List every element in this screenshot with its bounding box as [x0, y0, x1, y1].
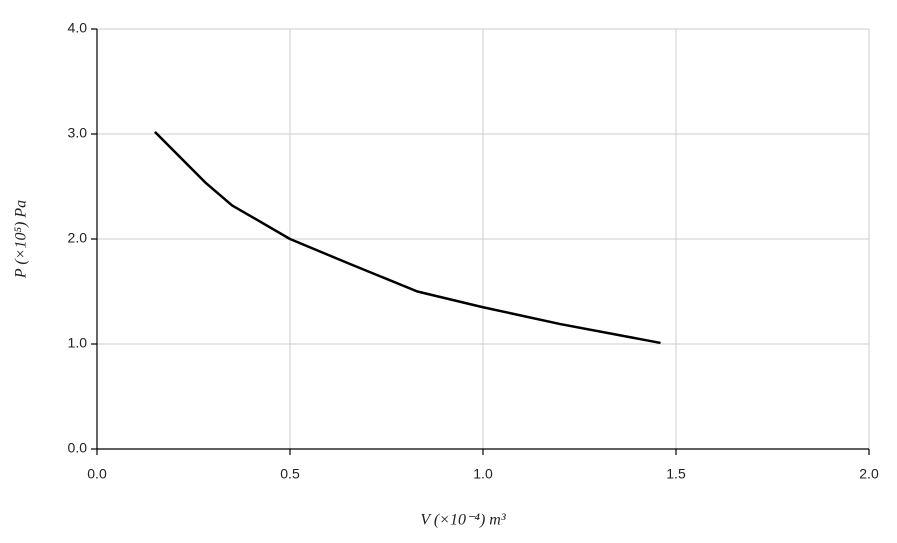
x-axis-label: V (×10⁻⁴) m³	[420, 512, 506, 529]
y-tick-label: 2.0	[68, 230, 88, 246]
y-axis-label: P (×10⁵) Pa	[13, 200, 30, 279]
x-tick-label: 1.5	[666, 466, 686, 482]
x-tick-label: 1.0	[473, 466, 493, 482]
y-tick-label: 3.0	[68, 125, 88, 141]
x-tick-label: 0.5	[280, 466, 300, 482]
y-tick-label: 1.0	[68, 335, 88, 351]
x-tick-label: 0.0	[87, 466, 107, 482]
x-tick-label: 2.0	[859, 466, 879, 482]
data-line	[154, 131, 661, 345]
y-tick-label: 0.0	[68, 440, 88, 456]
y-tick-label: 4.0	[68, 20, 88, 36]
